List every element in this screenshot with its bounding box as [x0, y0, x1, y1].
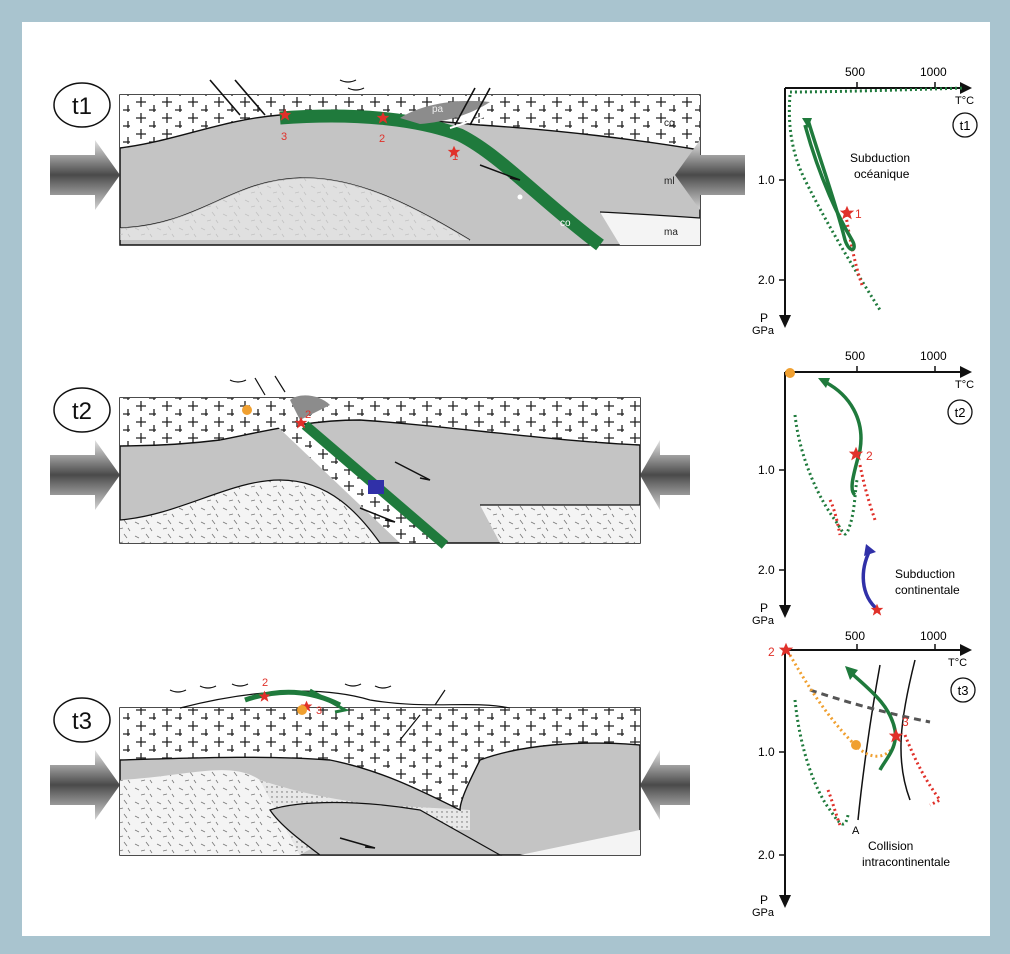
compression-arrow-left-t1 — [50, 140, 120, 210]
stage-label-t2-circle — [53, 387, 111, 433]
pt1-stage-circle — [952, 112, 978, 138]
p-tick-2-2: 2.0 — [758, 563, 775, 577]
pt-diagram-t1: 500 1000 T°C 1.0 2.0 P GPa 1 Subduction … — [752, 65, 978, 337]
p-tick-2-1: 2.0 — [758, 273, 775, 287]
t-tick-500-2: 500 — [845, 349, 865, 363]
p-unit-3: GPa — [752, 907, 775, 919]
pt3-caption-line1: Collision — [868, 839, 913, 853]
stage-label-t3: t3 — [72, 708, 92, 735]
t-label-1: T°C — [955, 95, 974, 107]
label-co: co — [560, 218, 571, 229]
p-label-1: P — [760, 311, 768, 325]
p-tick-1-2: 1.0 — [758, 463, 775, 477]
t-tick-500-3: 500 — [845, 629, 865, 643]
t1-marker-3: 3 — [281, 131, 287, 143]
pt2-stage-circle — [947, 399, 973, 425]
t-label-2: T°C — [955, 379, 974, 391]
stage-label-t3-circle — [53, 697, 111, 743]
compression-arrow-right-t3 — [640, 750, 690, 820]
stage-label-t1-circle — [53, 82, 111, 128]
compression-arrow-left-t3 — [50, 750, 120, 820]
p-unit-1: GPa — [752, 325, 775, 337]
t-tick-1000-1: 1000 — [920, 65, 947, 79]
p-tick-1-3: 1.0 — [758, 745, 775, 759]
t3-marker-2: 2 — [262, 677, 268, 689]
pt2-caption-line1: Subduction — [895, 567, 955, 581]
t-tick-1000-3: 1000 — [920, 629, 947, 643]
pt3-marker-2: 2 — [768, 645, 775, 659]
p-label-2: P — [760, 601, 768, 615]
pt1-stage-label: t1 — [960, 118, 971, 133]
t-tick-500-1: 500 — [845, 65, 865, 79]
label-cc: cc — [664, 118, 674, 129]
pt3-label-A: A — [852, 825, 860, 837]
pt3-stage-circle — [950, 677, 976, 703]
t1-marker-2: 2 — [379, 133, 385, 145]
p-label-3: P — [760, 893, 768, 907]
t-tick-1000-2: 1000 — [920, 349, 947, 363]
stage-t1-section: 3 2 1 pa cc ml ma co — [119, 79, 701, 251]
pt1-caption-line2: océanique — [854, 167, 910, 181]
pt3-caption-line2: intracontinentale — [862, 855, 950, 869]
compression-arrow-left-t2 — [50, 440, 120, 510]
p-tick-2-3: 2.0 — [758, 848, 775, 862]
t3-marker-3: 3 — [316, 705, 322, 717]
pt3-marker-3: 3 — [902, 715, 909, 729]
stage-t2-section: 2 — [119, 375, 641, 549]
label-pa: pa — [432, 104, 444, 115]
pt2-marker-2: 2 — [866, 449, 873, 463]
pt2-caption-line2: continentale — [895, 583, 960, 597]
label-ml: ml — [664, 176, 675, 187]
compression-arrow-right-t2 — [640, 440, 690, 510]
pt1-caption-line1: Subduction — [850, 151, 910, 165]
p-tick-1-1: 1.0 — [758, 173, 775, 187]
pt-diagram-t3: 500 1000 T°C 1.0 2.0 P GPa 2 3 A Collisi… — [752, 629, 976, 919]
pt1-marker-1: 1 — [855, 207, 862, 221]
compression-arrow-right-t1 — [675, 140, 745, 210]
t2-marker-2: 2 — [305, 409, 311, 421]
p-unit-2: GPa — [752, 615, 775, 627]
pt-diagram-t2: 500 1000 T°C 1.0 2.0 P GPa 2 Subduction … — [752, 349, 974, 627]
stage-t3-section: 2 3 — [119, 677, 641, 856]
pt2-stage-label: t2 — [955, 405, 966, 420]
stage-label-t2: t2 — [72, 398, 92, 425]
pt3-stage-label: t3 — [958, 683, 969, 698]
t1-marker-1: 1 — [452, 151, 458, 163]
t-label-3: T°C — [948, 657, 967, 669]
label-ma: ma — [664, 227, 678, 238]
stage-label-t1: t1 — [72, 93, 92, 120]
